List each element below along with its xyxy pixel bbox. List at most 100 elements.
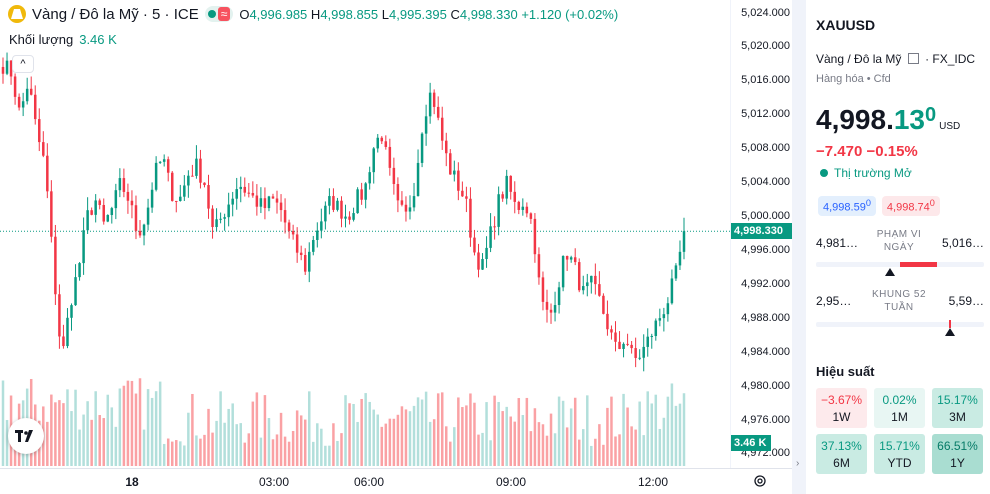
volume-bar bbox=[682, 393, 686, 466]
candle bbox=[642, 334, 645, 372]
candlestick-plot[interactable] bbox=[0, 0, 730, 468]
collapse-panel-chevron-icon[interactable]: › bbox=[796, 458, 800, 469]
panel-divider[interactable]: › bbox=[792, 0, 806, 494]
candle bbox=[86, 197, 89, 234]
volume-bar bbox=[465, 405, 468, 466]
price-axis[interactable]: 5,024.000 5,020.000 5,016.000 5,012.000 5,00… bbox=[730, 0, 793, 468]
candle bbox=[146, 198, 150, 231]
chart-settings-icon[interactable] bbox=[752, 473, 768, 489]
price-tick-label: 4,996.000 bbox=[741, 243, 790, 256]
candle-body bbox=[368, 172, 371, 184]
candle-body bbox=[255, 195, 259, 207]
volume-bar bbox=[90, 419, 93, 466]
volume-bar bbox=[400, 406, 404, 466]
volume-bar bbox=[662, 417, 666, 466]
price-tick-label: 4,988.000 bbox=[741, 311, 790, 324]
volume-bar bbox=[203, 434, 206, 466]
volume-bar bbox=[525, 397, 529, 466]
performance-cell-1m[interactable]: 0.02% 1M bbox=[874, 388, 925, 428]
candle bbox=[291, 224, 295, 240]
candle bbox=[626, 333, 629, 347]
candle-body bbox=[509, 175, 512, 192]
performance-cell-3m[interactable]: 15.17% 3M bbox=[932, 388, 983, 428]
performance-cell-ytd[interactable]: 15.71% YTD bbox=[874, 434, 925, 474]
candle-body bbox=[316, 230, 319, 240]
market-status[interactable]: Thị trường Mở bbox=[820, 166, 912, 180]
performance-cell-1w[interactable]: −3.67% 1W bbox=[816, 388, 867, 428]
candle bbox=[102, 198, 105, 225]
candle-body bbox=[372, 148, 375, 173]
tradingview-logo-icon[interactable] bbox=[8, 418, 44, 454]
symbol-title[interactable]: Vàng / Đô la Mỹ · 5 · ICE bbox=[32, 5, 199, 23]
candle bbox=[307, 242, 311, 283]
candle-body bbox=[432, 92, 436, 107]
candle-body bbox=[102, 204, 105, 222]
candle bbox=[271, 193, 275, 199]
candle-body bbox=[465, 196, 468, 199]
candle bbox=[610, 325, 613, 340]
volume-bar bbox=[146, 389, 150, 466]
volume-legend[interactable]: Khối lượng 3.46 K bbox=[9, 32, 117, 47]
candle bbox=[70, 303, 73, 331]
candle bbox=[529, 212, 533, 224]
volume-bar bbox=[638, 401, 641, 466]
performance-cell-6m[interactable]: 37.13% 6M bbox=[816, 434, 867, 474]
price-chart[interactable]: Vàng / Đô la Mỹ · 5 · ICE ≈ O4,996.985 H… bbox=[0, 0, 730, 468]
collapse-legend-button[interactable]: ^ bbox=[12, 55, 34, 73]
external-link-icon[interactable] bbox=[907, 53, 919, 64]
candle bbox=[150, 182, 154, 213]
last-price: 4,998.130USD bbox=[816, 104, 961, 135]
exchange-name: · FX_IDC bbox=[925, 52, 976, 66]
candle-body bbox=[17, 96, 21, 108]
symbol-name[interactable]: XAUUSD bbox=[816, 17, 876, 33]
time-axis[interactable]: 18 03:00 06:00 09:00 12:00 bbox=[0, 468, 792, 494]
legend-change: +1.120 (+0.02%) bbox=[521, 6, 619, 22]
candle-body bbox=[251, 193, 255, 196]
candle bbox=[74, 264, 77, 306]
candle bbox=[356, 187, 359, 214]
candle-body bbox=[191, 175, 194, 177]
performance-cell-1y[interactable]: 66.51% 1Y bbox=[932, 434, 983, 474]
volume-bar bbox=[650, 403, 654, 466]
volume-bar bbox=[291, 431, 295, 466]
candle bbox=[545, 289, 549, 323]
candle bbox=[662, 307, 666, 332]
candle-body bbox=[33, 94, 37, 120]
volume-bar bbox=[598, 424, 601, 466]
candle bbox=[328, 188, 331, 215]
week52-range-label: KHUNG 52 TUẦN bbox=[871, 289, 926, 313]
candle bbox=[473, 229, 476, 256]
volume-bar bbox=[54, 402, 57, 466]
market-open-dot-icon bbox=[207, 10, 216, 18]
volume-bar bbox=[187, 412, 190, 466]
performance-value: 37.13% bbox=[821, 439, 862, 453]
candle-body bbox=[287, 222, 291, 231]
candle-body bbox=[606, 313, 609, 330]
candle-body bbox=[118, 178, 122, 191]
market-status-pill[interactable]: ≈ bbox=[204, 6, 234, 22]
candle-body bbox=[215, 219, 218, 228]
volume-bar bbox=[271, 439, 275, 466]
candle-body bbox=[614, 332, 617, 342]
candle-body bbox=[453, 170, 456, 175]
candle bbox=[207, 174, 210, 219]
candle-body bbox=[481, 259, 484, 270]
volume-bar bbox=[247, 433, 251, 466]
volume-bar bbox=[324, 445, 327, 466]
candle bbox=[404, 196, 408, 222]
volume-bar bbox=[457, 397, 460, 466]
candle bbox=[215, 208, 218, 232]
candle-body bbox=[247, 192, 251, 194]
candle bbox=[42, 131, 45, 158]
volume-bar bbox=[674, 405, 678, 466]
candle-body bbox=[618, 341, 621, 349]
volume-bar bbox=[279, 412, 283, 466]
candle-body bbox=[561, 255, 565, 288]
volume-bar bbox=[46, 421, 49, 466]
volume-bar bbox=[461, 407, 464, 466]
candle bbox=[158, 160, 162, 164]
candle bbox=[541, 271, 545, 311]
candle-body bbox=[70, 305, 73, 318]
volume-bar bbox=[384, 423, 388, 466]
candle bbox=[46, 143, 49, 199]
